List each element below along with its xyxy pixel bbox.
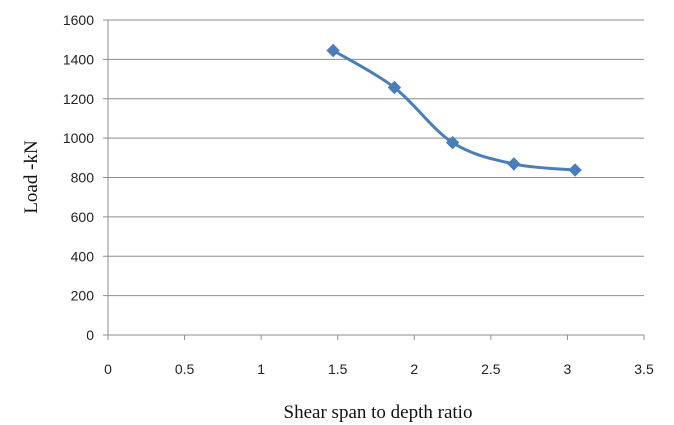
data-point bbox=[568, 163, 582, 177]
series-line bbox=[331, 49, 577, 172]
y-tick-label: 1000 bbox=[63, 130, 94, 146]
grid-lines bbox=[108, 19, 644, 297]
x-tick-label: 0 bbox=[104, 361, 112, 377]
y-tick-labels: 0 200 400 600 800 1000 1200 1400 1600 bbox=[63, 12, 94, 343]
y-tick-label: 0 bbox=[86, 327, 94, 343]
x-tick-label: 1 bbox=[257, 361, 265, 377]
x-tick-label: 2 bbox=[410, 361, 418, 377]
x-tick-label: 3 bbox=[564, 361, 572, 377]
y-tick-label: 1400 bbox=[63, 51, 94, 67]
data-point bbox=[326, 43, 340, 58]
y-tick-label: 200 bbox=[71, 288, 95, 304]
x-tick-label: 3.5 bbox=[634, 361, 654, 377]
y-tick-label: 400 bbox=[71, 248, 95, 264]
series bbox=[326, 43, 582, 177]
data-point bbox=[387, 80, 402, 95]
x-tick-label: 2.5 bbox=[481, 361, 501, 377]
x-tick-label: 1.5 bbox=[328, 361, 348, 377]
data-point bbox=[507, 157, 521, 171]
y-tick-label: 1600 bbox=[63, 12, 94, 28]
x-axis-title: Shear span to depth ratio bbox=[284, 402, 473, 423]
axes bbox=[103, 19, 645, 340]
x-tick-label: 0.5 bbox=[175, 361, 195, 377]
y-tick-label: 600 bbox=[71, 209, 95, 225]
y-tick-label: 800 bbox=[71, 170, 95, 186]
y-axis-title: Load -kN bbox=[21, 140, 42, 214]
y-tick-label: 1200 bbox=[63, 91, 94, 107]
data-point bbox=[445, 135, 460, 150]
x-tick-labels: 0 0.5 1 1.5 2 2.5 3 3.5 bbox=[104, 361, 654, 377]
